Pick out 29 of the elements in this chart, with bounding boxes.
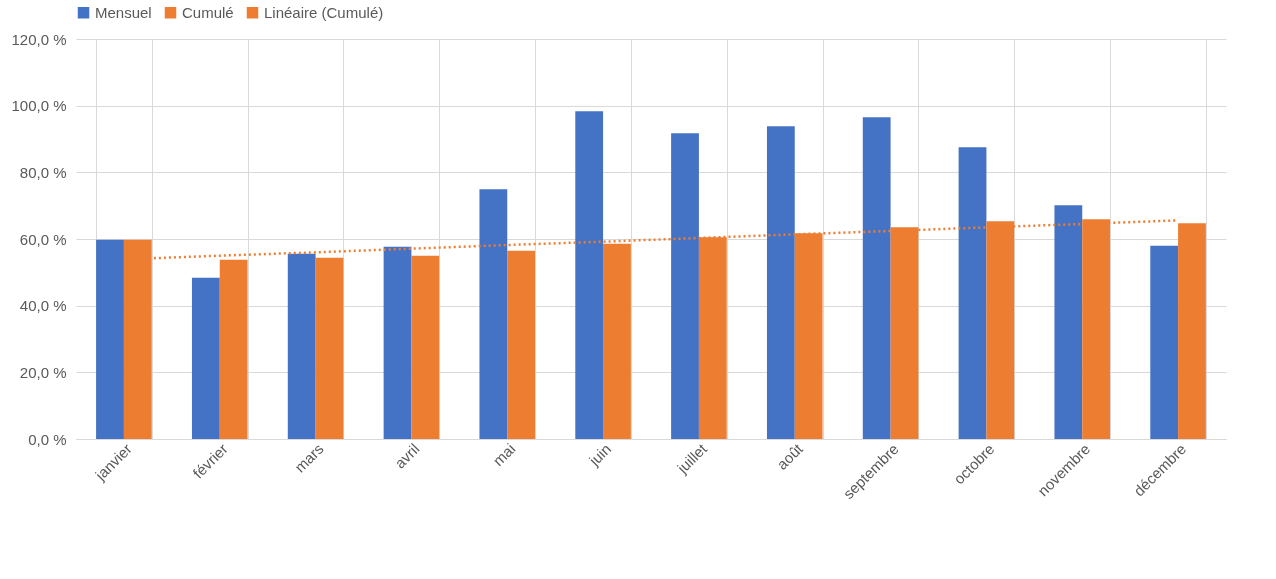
bar [191, 277, 220, 439]
bar [287, 253, 316, 439]
bar [575, 111, 604, 439]
bar [479, 189, 508, 439]
bar [383, 246, 412, 439]
y-tick-label: 0,0 % [28, 430, 67, 448]
y-tick-label: 40,0 % [19, 297, 67, 315]
bar [1178, 223, 1206, 439]
legend-label: Linéaire (Cumulé) [264, 3, 384, 21]
bar [1150, 245, 1179, 439]
y-tick-label: 100,0 % [11, 97, 67, 115]
bar [958, 147, 987, 439]
y-tick-label: 120,0 % [11, 30, 67, 48]
bar [219, 259, 248, 439]
legend-label: Mensuel [95, 3, 152, 21]
x-tick-label: mai [489, 440, 519, 470]
y-tick-label: 80,0 % [19, 163, 67, 181]
bar [862, 117, 891, 439]
bar [766, 126, 795, 439]
bar [96, 239, 124, 439]
bar [671, 133, 699, 439]
bar [411, 255, 440, 439]
legend-label: Cumulé [182, 3, 234, 21]
bar [1054, 205, 1083, 439]
y-tick-label: 20,0 % [19, 363, 67, 381]
bar [315, 257, 344, 439]
x-tick-label: juin [584, 440, 615, 470]
y-tick-label: 60,0 % [19, 230, 67, 248]
bar [507, 250, 536, 439]
